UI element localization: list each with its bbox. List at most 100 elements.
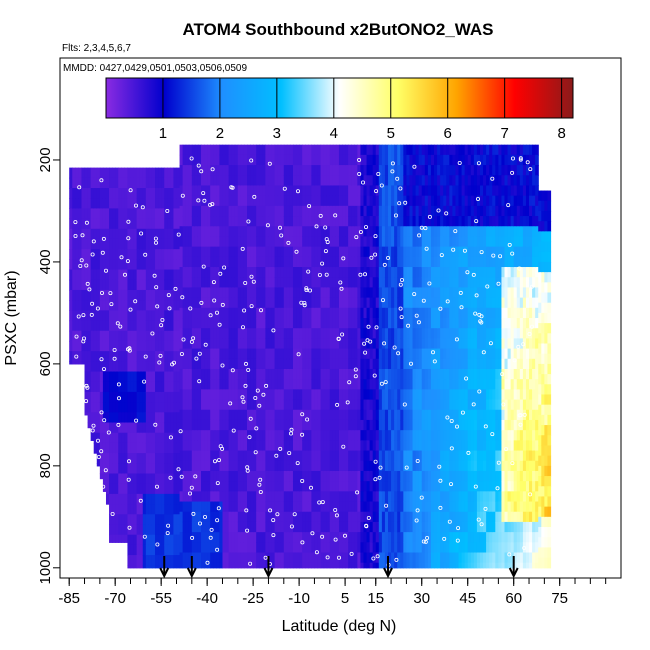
heatmap-cell [197, 144, 202, 156]
heatmap-cell [201, 470, 205, 482]
heatmap-cell [299, 389, 303, 401]
heatmap-cell [360, 277, 365, 289]
heatmap-cell [335, 440, 340, 452]
heatmap-cell [90, 208, 95, 220]
heatmap-cell [182, 399, 187, 411]
heatmap-cell [265, 562, 270, 569]
heatmap-cell [191, 185, 196, 197]
heatmap-cell [164, 330, 168, 342]
heatmap-cell [167, 300, 171, 311]
heatmap-cell [136, 310, 141, 322]
heatmap-cell [148, 249, 153, 260]
heatmap-cell [271, 318, 276, 329]
heatmap-cell [412, 532, 417, 543]
heatmap-cell [378, 450, 383, 462]
heatmap-cell [253, 267, 257, 278]
heatmap-cell [124, 524, 129, 536]
heatmap-cell [384, 389, 389, 401]
heatmap-cell [360, 470, 365, 482]
heatmap-cell [109, 279, 113, 291]
heatmap-cell [167, 259, 171, 271]
heatmap-cell [148, 177, 153, 189]
heatmap-cell [381, 318, 386, 329]
heatmap-cell [412, 450, 417, 462]
heatmap [69, 144, 552, 569]
heatmap-cell [185, 501, 190, 513]
heatmap-cell [237, 542, 242, 554]
heatmap-cell [155, 463, 159, 475]
heatmap-cell [136, 361, 141, 373]
heatmap-cell [403, 154, 408, 166]
heatmap-cell [148, 330, 153, 342]
heatmap-cell [437, 562, 441, 569]
heatmap-cell [265, 481, 270, 492]
heatmap-cell [231, 185, 236, 197]
heatmap-cell [231, 338, 236, 350]
heatmap-cell [332, 511, 337, 523]
heatmap-cell [231, 542, 236, 554]
heatmap-cell [127, 218, 132, 230]
heatmap-cell [145, 391, 150, 403]
heatmap-cell [332, 532, 337, 543]
heatmap-cell [158, 442, 162, 454]
heatmap-cell [231, 481, 236, 492]
heatmap-cell [403, 338, 408, 350]
heatmap-cell [145, 442, 150, 454]
heatmap-cell [127, 504, 132, 515]
heatmap-cell [277, 501, 282, 513]
heatmap-cell [234, 185, 239, 197]
heatmap-cell [388, 175, 392, 187]
heatmap-cell [452, 185, 457, 197]
heatmap-cell [351, 277, 355, 289]
heatmap-cell [237, 491, 242, 503]
heatmap-cell [449, 318, 453, 329]
heatmap-cell [446, 205, 450, 217]
heatmap-cell [96, 320, 101, 332]
heatmap-cell [115, 442, 119, 454]
heatmap-cell [102, 391, 107, 403]
heatmap-cell [314, 185, 319, 197]
heatmap-cell [240, 450, 245, 462]
heatmap-cell [391, 562, 395, 569]
heatmap-cell [124, 238, 129, 250]
heatmap-cell [210, 307, 214, 319]
heatmap-cell [348, 399, 352, 411]
heatmap-cell [397, 491, 401, 503]
heatmap-cell [280, 297, 285, 309]
heatmap-cell [78, 218, 83, 230]
heatmap-cell [430, 368, 435, 380]
heatmap-cell [335, 460, 340, 472]
heatmap-cell [296, 430, 300, 441]
heatmap-cell [440, 430, 444, 441]
heatmap-cell [299, 175, 303, 187]
heatmap-cell [289, 297, 294, 309]
heatmap-cell [158, 402, 162, 413]
heatmap-cell [286, 542, 291, 554]
heatmap-cell [216, 144, 221, 156]
heatmap-cell [161, 361, 165, 373]
heatmap-cell [271, 562, 276, 569]
heatmap-cell [256, 318, 260, 329]
heatmap-cell [197, 450, 202, 462]
heatmap-cell [452, 318, 457, 329]
heatmap-cell [446, 267, 450, 278]
heatmap-cell [326, 154, 331, 166]
heatmap-cell [237, 419, 242, 431]
heatmap-cell [292, 154, 297, 166]
heatmap-cell [320, 511, 325, 523]
heatmap-cell [317, 511, 322, 523]
heatmap-cell [191, 491, 196, 503]
heatmap-cell [158, 453, 162, 464]
heatmap-cell [161, 565, 165, 569]
heatmap-cell [148, 555, 153, 566]
heatmap-cell [427, 460, 432, 472]
heatmap-cell [421, 338, 426, 350]
heatmap-cell [418, 511, 423, 523]
heatmap-cell [204, 389, 208, 401]
heatmap-cell [351, 368, 355, 380]
heatmap-cell [391, 399, 395, 411]
heatmap-cell [139, 371, 144, 383]
heatmap-cell [170, 504, 175, 515]
heatmap-cell [237, 379, 242, 390]
heatmap-cell [262, 399, 266, 411]
